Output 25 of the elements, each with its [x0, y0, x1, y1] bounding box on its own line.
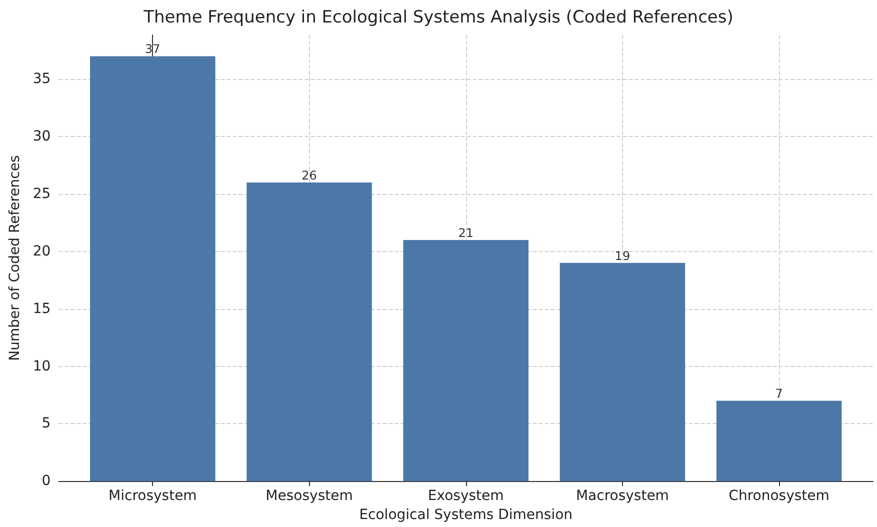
bar	[716, 400, 842, 482]
y-tick-label: 15	[32, 300, 51, 317]
data-label: 19	[614, 248, 630, 263]
bar	[246, 182, 372, 482]
x-axis-title: Ecological Systems Dimension	[359, 507, 573, 523]
x-tick-label: Exosystem	[428, 488, 504, 504]
y-tick-label: 5	[42, 416, 51, 432]
y-tick-label: 20	[32, 243, 51, 260]
x-tick-label: Mesosystem	[266, 488, 353, 504]
x-tick-label: Microsystem	[108, 488, 197, 504]
data-label: 21	[458, 226, 474, 240]
y-tick-label: 35	[32, 71, 51, 88]
x-tick-label: Chronosystem	[728, 488, 830, 504]
y-tick-label: 30	[32, 128, 51, 145]
x-tick-label: Macrosystem	[576, 488, 669, 504]
bar	[560, 262, 686, 482]
y-tick-label: 0	[42, 473, 51, 490]
y-tick-label: 25	[32, 186, 51, 202]
bar	[90, 56, 216, 482]
bar	[403, 240, 528, 482]
y-tick-label: 10	[32, 358, 51, 374]
data-label: 7	[775, 386, 783, 401]
data-label: 26	[302, 168, 317, 183]
chart-title: Theme Frequency in Ecological Systems Analysis (Coded References)	[142, 8, 734, 28]
y-axis-title: Number of Coded References	[7, 155, 23, 361]
